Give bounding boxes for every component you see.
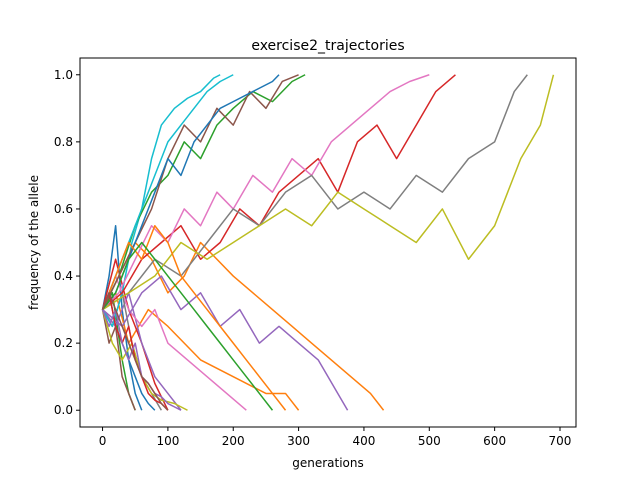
x-tick-label: 700 — [549, 434, 572, 448]
x-tick-label: 300 — [287, 434, 310, 448]
x-tick-label: 400 — [352, 434, 375, 448]
plot-area — [80, 58, 576, 427]
trajectory-line-14 — [102, 74, 456, 311]
trajectory-line-15 — [102, 275, 349, 411]
trajectory-line-6 — [101, 309, 136, 411]
trajectory-line-2 — [101, 292, 300, 411]
trajectory-line-4 — [101, 258, 169, 411]
x-tick-label: 200 — [222, 434, 245, 448]
y-tick-label: 1.0 — [54, 68, 73, 82]
trajectory-line-19 — [102, 74, 555, 311]
chart-title: exercise2_trajectories — [251, 38, 404, 54]
trajectory-line-18 — [102, 74, 528, 311]
trajectory-line-23 — [101, 241, 274, 411]
x-tick-label: 600 — [483, 434, 506, 448]
y-axis-label: frequency of the allele — [27, 175, 41, 310]
x-axis-label: generations — [292, 456, 364, 470]
x-tick-label: 500 — [418, 434, 441, 448]
y-tick-label: 0.6 — [54, 202, 73, 216]
trajectory-line-22 — [101, 224, 287, 411]
plot-frame — [79, 57, 577, 428]
x-tick-label: 100 — [156, 434, 179, 448]
x-tick-label: 0 — [99, 434, 107, 448]
y-tick-label: 0.4 — [54, 269, 73, 283]
y-tick-label: 0.2 — [54, 336, 73, 350]
y-tick-label: 0.8 — [54, 135, 73, 149]
trajectory-line-17 — [102, 74, 430, 311]
y-tick-label: 0.0 — [54, 403, 73, 417]
trajectory-line-21 — [101, 74, 280, 311]
trajectory-line-26 — [101, 292, 169, 411]
trajectory-lines — [101, 74, 555, 411]
trajectory-line-12 — [101, 241, 385, 411]
axis-ticks: 0 100 200 300 400 500 600 700 0.0 0.2 0.4 0.6 0.8 1.0 — [54, 68, 572, 448]
